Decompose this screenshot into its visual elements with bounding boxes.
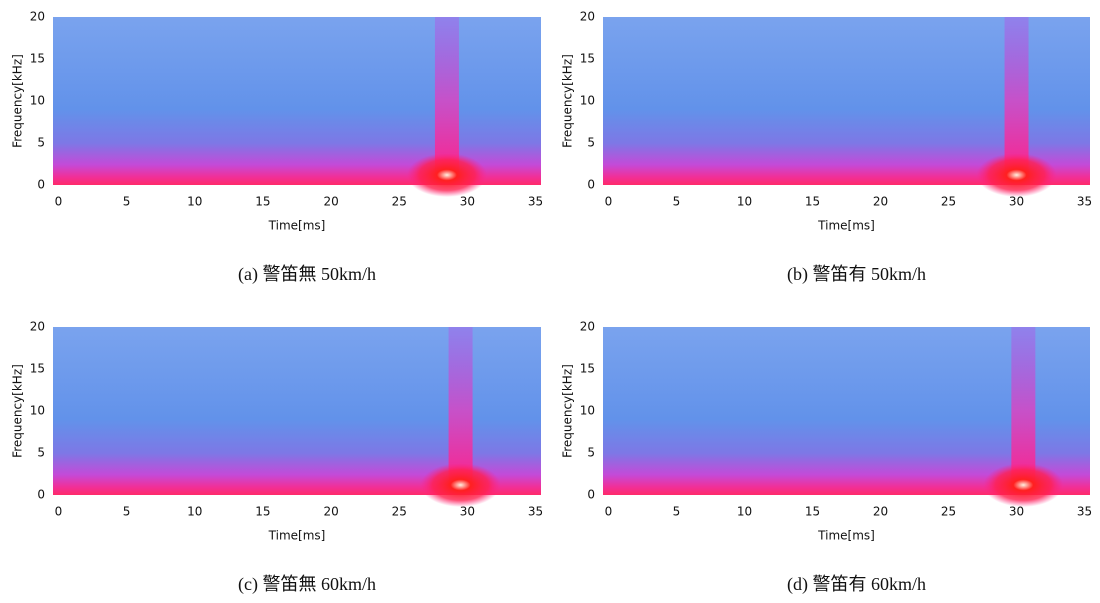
x-tick-label: 35	[1077, 195, 1092, 209]
y-tick-label: 15	[580, 52, 595, 66]
y-tick-label: 0	[37, 178, 45, 192]
y-tick-label: 0	[37, 488, 45, 502]
x-tick-label: 25	[941, 195, 956, 209]
y-tick-label: 10	[30, 94, 45, 108]
y-tick-label: 0	[587, 178, 595, 192]
y-tick-label: 20	[30, 10, 45, 24]
burst-peak	[406, 153, 487, 197]
burst-peak	[983, 463, 1064, 507]
x-tick-label: 0	[605, 195, 613, 209]
caption: (c) 警笛無 60km/h	[238, 574, 376, 595]
y-axis-label: Frequency[kHz]	[561, 364, 575, 458]
burst-peak	[976, 153, 1057, 197]
y-tick-label: 15	[580, 362, 595, 376]
y-tick-label: 10	[580, 404, 595, 418]
y-tick-label: 10	[580, 94, 595, 108]
y-tick-label: 20	[30, 320, 45, 334]
y-tick-label: 15	[30, 52, 45, 66]
x-tick-label: 10	[737, 195, 752, 209]
x-tick-label: 35	[1077, 505, 1092, 519]
y-tick-label: 20	[580, 320, 595, 334]
x-tick-label: 20	[873, 195, 888, 209]
x-tick-label: 10	[737, 505, 752, 519]
x-tick-label: 25	[392, 505, 407, 519]
x-axis-label: Time[ms]	[817, 219, 875, 233]
y-axis-label: Frequency[kHz]	[11, 364, 25, 458]
x-tick-label: 30	[1009, 505, 1024, 519]
y-tick-label: 5	[37, 446, 45, 460]
x-tick-label: 25	[941, 505, 956, 519]
x-tick-label: 15	[805, 505, 820, 519]
y-axis-label: Frequency[kHz]	[561, 54, 575, 148]
x-tick-label: 15	[255, 505, 270, 519]
x-tick-label: 0	[605, 505, 613, 519]
x-tick-label: 15	[805, 195, 820, 209]
x-axis-label: Time[ms]	[268, 529, 326, 543]
y-tick-label: 10	[30, 404, 45, 418]
x-tick-label: 5	[673, 505, 681, 519]
y-tick-label: 5	[37, 136, 45, 150]
caption: (a) 警笛無 50km/h	[238, 264, 376, 285]
x-tick-label: 25	[392, 195, 407, 209]
x-tick-label: 5	[673, 195, 681, 209]
x-tick-label: 35	[528, 505, 543, 519]
x-tick-label: 30	[460, 195, 475, 209]
x-tick-label: 30	[460, 505, 475, 519]
x-tick-label: 20	[323, 195, 338, 209]
y-tick-label: 5	[587, 446, 595, 460]
caption: (d) 警笛有 60km/h	[787, 574, 926, 595]
burst-peak	[420, 463, 501, 507]
x-tick-label: 0	[55, 195, 63, 209]
y-tick-label: 20	[580, 10, 595, 24]
x-tick-label: 15	[255, 195, 270, 209]
y-tick-label: 15	[30, 362, 45, 376]
x-axis-label: Time[ms]	[268, 219, 326, 233]
x-tick-label: 10	[187, 195, 202, 209]
burst-streak	[1011, 327, 1036, 495]
y-tick-label: 0	[587, 488, 595, 502]
y-axis-label: Frequency[kHz]	[11, 54, 25, 148]
x-tick-label: 5	[123, 195, 131, 209]
y-tick-label: 5	[587, 136, 595, 150]
x-tick-label: 20	[873, 505, 888, 519]
x-tick-label: 20	[323, 505, 338, 519]
x-tick-label: 5	[123, 505, 131, 519]
x-tick-label: 10	[187, 505, 202, 519]
x-axis-label: Time[ms]	[817, 529, 875, 543]
x-tick-label: 30	[1009, 195, 1024, 209]
x-tick-label: 0	[55, 505, 63, 519]
caption: (b) 警笛有 50km/h	[787, 264, 926, 285]
x-tick-label: 35	[528, 195, 543, 209]
